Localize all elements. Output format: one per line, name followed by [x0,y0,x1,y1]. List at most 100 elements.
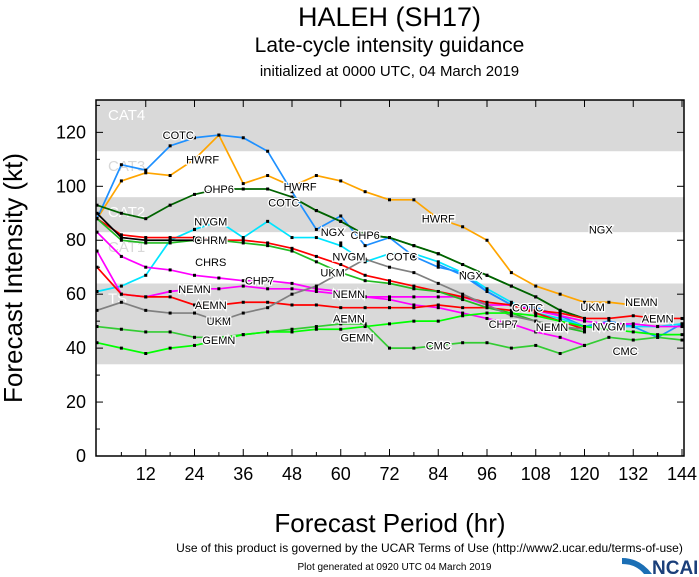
data-point [485,287,489,291]
data-point [583,316,586,320]
data-point [314,227,318,231]
y-tick-label: 80 [66,230,86,250]
data-point [314,284,318,288]
data-point [558,335,562,339]
data-point [363,233,367,237]
y-axis-label: Forecast Intensity (kt) [0,153,28,403]
data-point [290,195,294,199]
data-point [241,187,245,191]
data-point [558,308,562,312]
data-point [266,300,270,304]
data-point [461,292,465,296]
data-point [266,241,270,245]
data-point [144,352,148,356]
data-point [193,136,196,140]
data-point [388,322,391,326]
data-point [168,144,172,148]
data-point [339,219,343,223]
data-point [339,306,343,310]
data-point [461,273,465,277]
data-point [314,254,318,258]
data-point [534,306,538,310]
data-point [583,325,586,329]
data-point [436,252,440,256]
data-point [558,311,562,315]
data-point [388,265,391,269]
series-label: COTC [268,198,299,210]
data-point [144,168,148,172]
data-point [388,252,391,256]
data-point [168,238,172,242]
data-point [436,265,440,269]
data-point [412,319,416,323]
data-point [363,260,367,264]
data-point [436,303,440,307]
data-point [509,308,513,312]
data-point [363,295,367,299]
data-point [461,341,465,345]
data-point [217,219,221,223]
data-point [534,330,538,334]
data-point [412,287,416,291]
x-tick-label: 72 [379,464,399,484]
data-point [631,330,635,334]
series-label: NVGM [592,322,625,334]
ncar-logo: NCAR [622,558,697,576]
data-point [290,327,294,331]
data-point [509,271,513,275]
data-point [363,306,367,310]
series-hwrf [95,133,635,307]
y-tick-label: 0 [76,446,86,466]
data-point [631,325,635,329]
data-point [95,249,99,253]
data-point [144,236,148,240]
data-point [485,306,489,310]
data-point [241,136,245,140]
data-point [119,179,123,183]
data-point [119,284,123,288]
band-cat2 [96,197,684,233]
data-point [193,287,196,291]
data-point [388,295,391,299]
data-point [461,306,465,310]
data-point [485,300,489,304]
y-tick-label: 60 [66,284,86,304]
series-label: GEMN [341,333,374,345]
data-point [607,319,611,323]
series-label: COTC [512,303,543,315]
series-label: UKM [207,316,231,328]
x-tick-label: 132 [618,464,648,484]
data-point [119,233,123,237]
data-point [412,306,416,310]
data-point [339,214,343,218]
data-point [461,311,465,315]
data-point [607,327,611,331]
data-point [461,263,465,267]
data-point [217,303,221,307]
data-point [388,346,391,350]
data-point [95,289,99,293]
x-tick-label: 12 [136,464,156,484]
data-point [558,314,562,318]
x-tick-label: 24 [184,464,204,484]
data-point [119,211,123,215]
data-point [436,306,440,310]
band-cat4 [96,100,684,152]
data-point [534,343,538,347]
data-point [583,330,586,334]
data-point [412,244,416,248]
series-label: AEMN [195,300,227,312]
data-point [339,244,343,248]
data-point [144,308,148,312]
data-point [436,260,440,264]
data-point [290,246,294,250]
data-point [266,187,270,191]
series-label: NVGM [332,252,365,264]
data-point [119,236,123,240]
data-point [119,163,123,167]
data-point [217,276,221,280]
data-point [144,273,148,277]
data-point [241,241,245,245]
data-point [314,327,318,331]
